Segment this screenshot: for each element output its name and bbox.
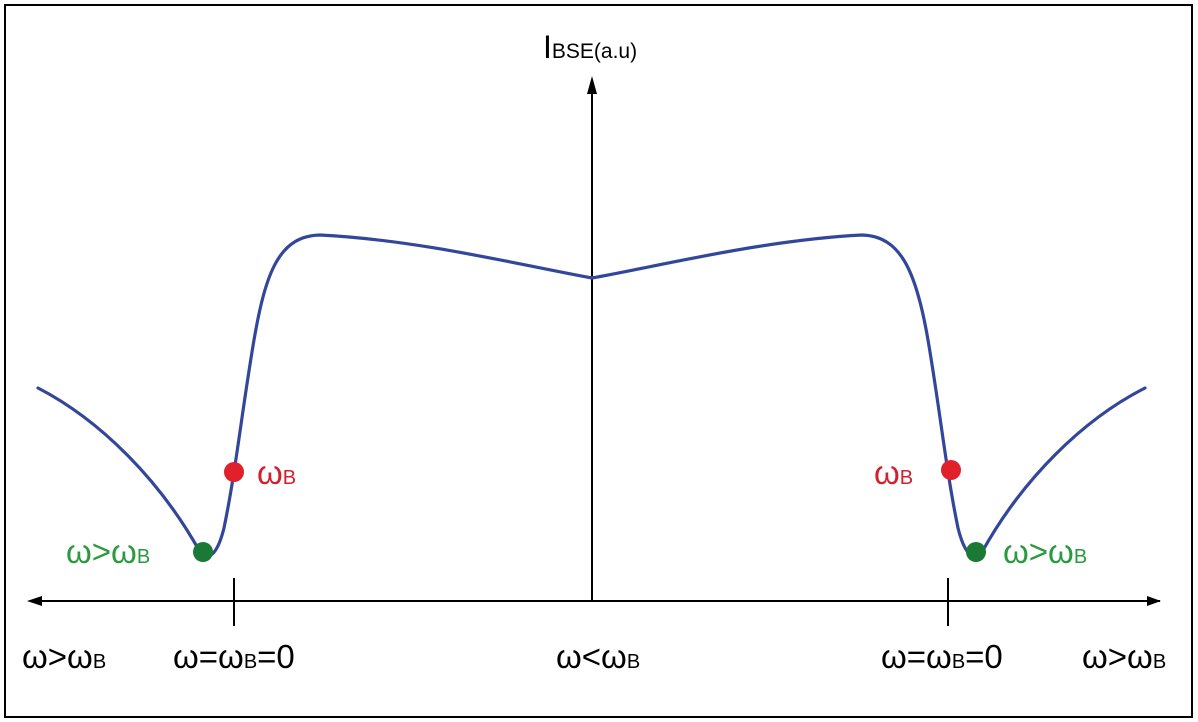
left-green-label-sub: B: [137, 546, 150, 568]
diagram-border: [4, 4, 1193, 718]
x-label-center-sub: B: [627, 651, 640, 673]
x-label-far-right: ω>ωB: [1082, 638, 1166, 675]
left-green-point: [193, 542, 213, 562]
x-label-far-right-sub: B: [1153, 651, 1166, 673]
y-axis-label-main: I: [543, 29, 552, 65]
x-label-right-zero-pre: ω=ω: [881, 638, 952, 675]
x-label-center-pre: ω<ω: [556, 638, 627, 675]
x-label-left-zero: ω=ωB=0: [173, 638, 295, 675]
right-green-label-sub: B: [1074, 546, 1087, 568]
x-label-right-zero-sub: B: [952, 651, 965, 673]
left-red-label-main: ω: [257, 454, 283, 491]
right-red-point: [941, 460, 961, 480]
x-label-far-right-pre: ω>ω: [1082, 638, 1153, 675]
right-green-point: [966, 542, 986, 562]
x-label-far-left: ω>ωB: [22, 638, 106, 675]
right-green-label-main: ω>ω: [1003, 533, 1074, 570]
intensity-curve: [36, 233, 1147, 558]
x-label-right-zero: ω=ωB=0: [881, 638, 1003, 675]
y-axis-arrow-icon: [587, 76, 597, 94]
y-axis-label: IBSE(a.u): [543, 29, 637, 65]
x-label-far-left-sub: B: [93, 651, 106, 673]
left-red-label: ωB: [257, 454, 296, 491]
x-label-far-left-pre: ω>ω: [22, 638, 93, 675]
right-red-label-sub: B: [900, 467, 913, 489]
left-green-label: ω>ωB: [66, 533, 150, 570]
y-axis-label-sub: BSE(a.u): [552, 40, 637, 63]
right-red-label: ωB: [874, 454, 913, 491]
x-axis-left-arrow-icon: [27, 596, 42, 606]
x-label-left-zero-pre: ω=ω: [173, 638, 244, 675]
x-label-right-zero-post: =0: [965, 638, 1003, 675]
left-red-point: [224, 462, 244, 482]
left-red-label-sub: B: [283, 467, 296, 489]
right-red-label-main: ω: [874, 454, 900, 491]
x-label-left-zero-post: =0: [257, 638, 295, 675]
left-green-label-main: ω>ω: [66, 533, 137, 570]
x-label-left-zero-sub: B: [244, 651, 257, 673]
x-label-center: ω<ωB: [556, 638, 640, 675]
right-green-label: ω>ωB: [1003, 533, 1087, 570]
